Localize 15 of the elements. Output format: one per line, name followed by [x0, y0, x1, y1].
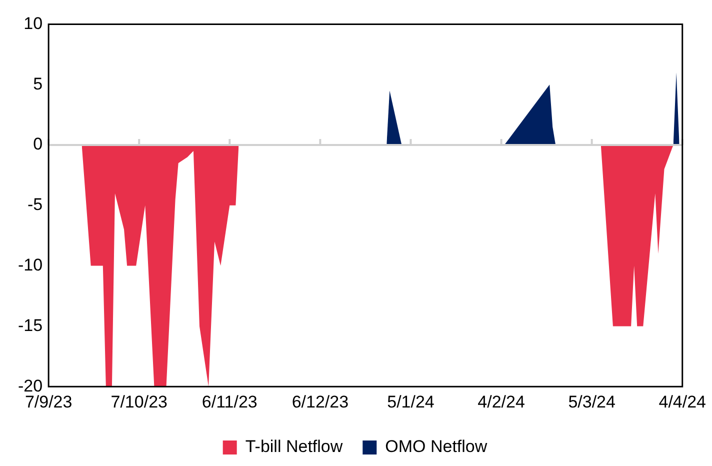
y-tick-label: 0: [33, 134, 43, 154]
y-tick-label: -15: [18, 316, 43, 335]
x-tick-label: 6/11/23: [202, 392, 258, 412]
legend-label: OMO Netflow: [385, 437, 488, 456]
y-tick-label: 10: [24, 14, 43, 33]
y-tick-label: -5: [27, 195, 43, 214]
x-tick-label: 4/4/24: [658, 392, 706, 412]
x-tick-label: 6/12/23: [292, 392, 349, 412]
y-tick-label: 5: [33, 74, 43, 94]
y-tick-label: -10: [18, 255, 43, 274]
x-tick-label: 7/10/23: [110, 392, 168, 412]
legend-label: T-bill Netflow: [245, 437, 344, 456]
x-tick-label: 4/2/24: [478, 392, 525, 412]
x-tick-label: 5/3/24: [568, 392, 616, 412]
x-tick-label: 5/1/24: [387, 392, 434, 412]
